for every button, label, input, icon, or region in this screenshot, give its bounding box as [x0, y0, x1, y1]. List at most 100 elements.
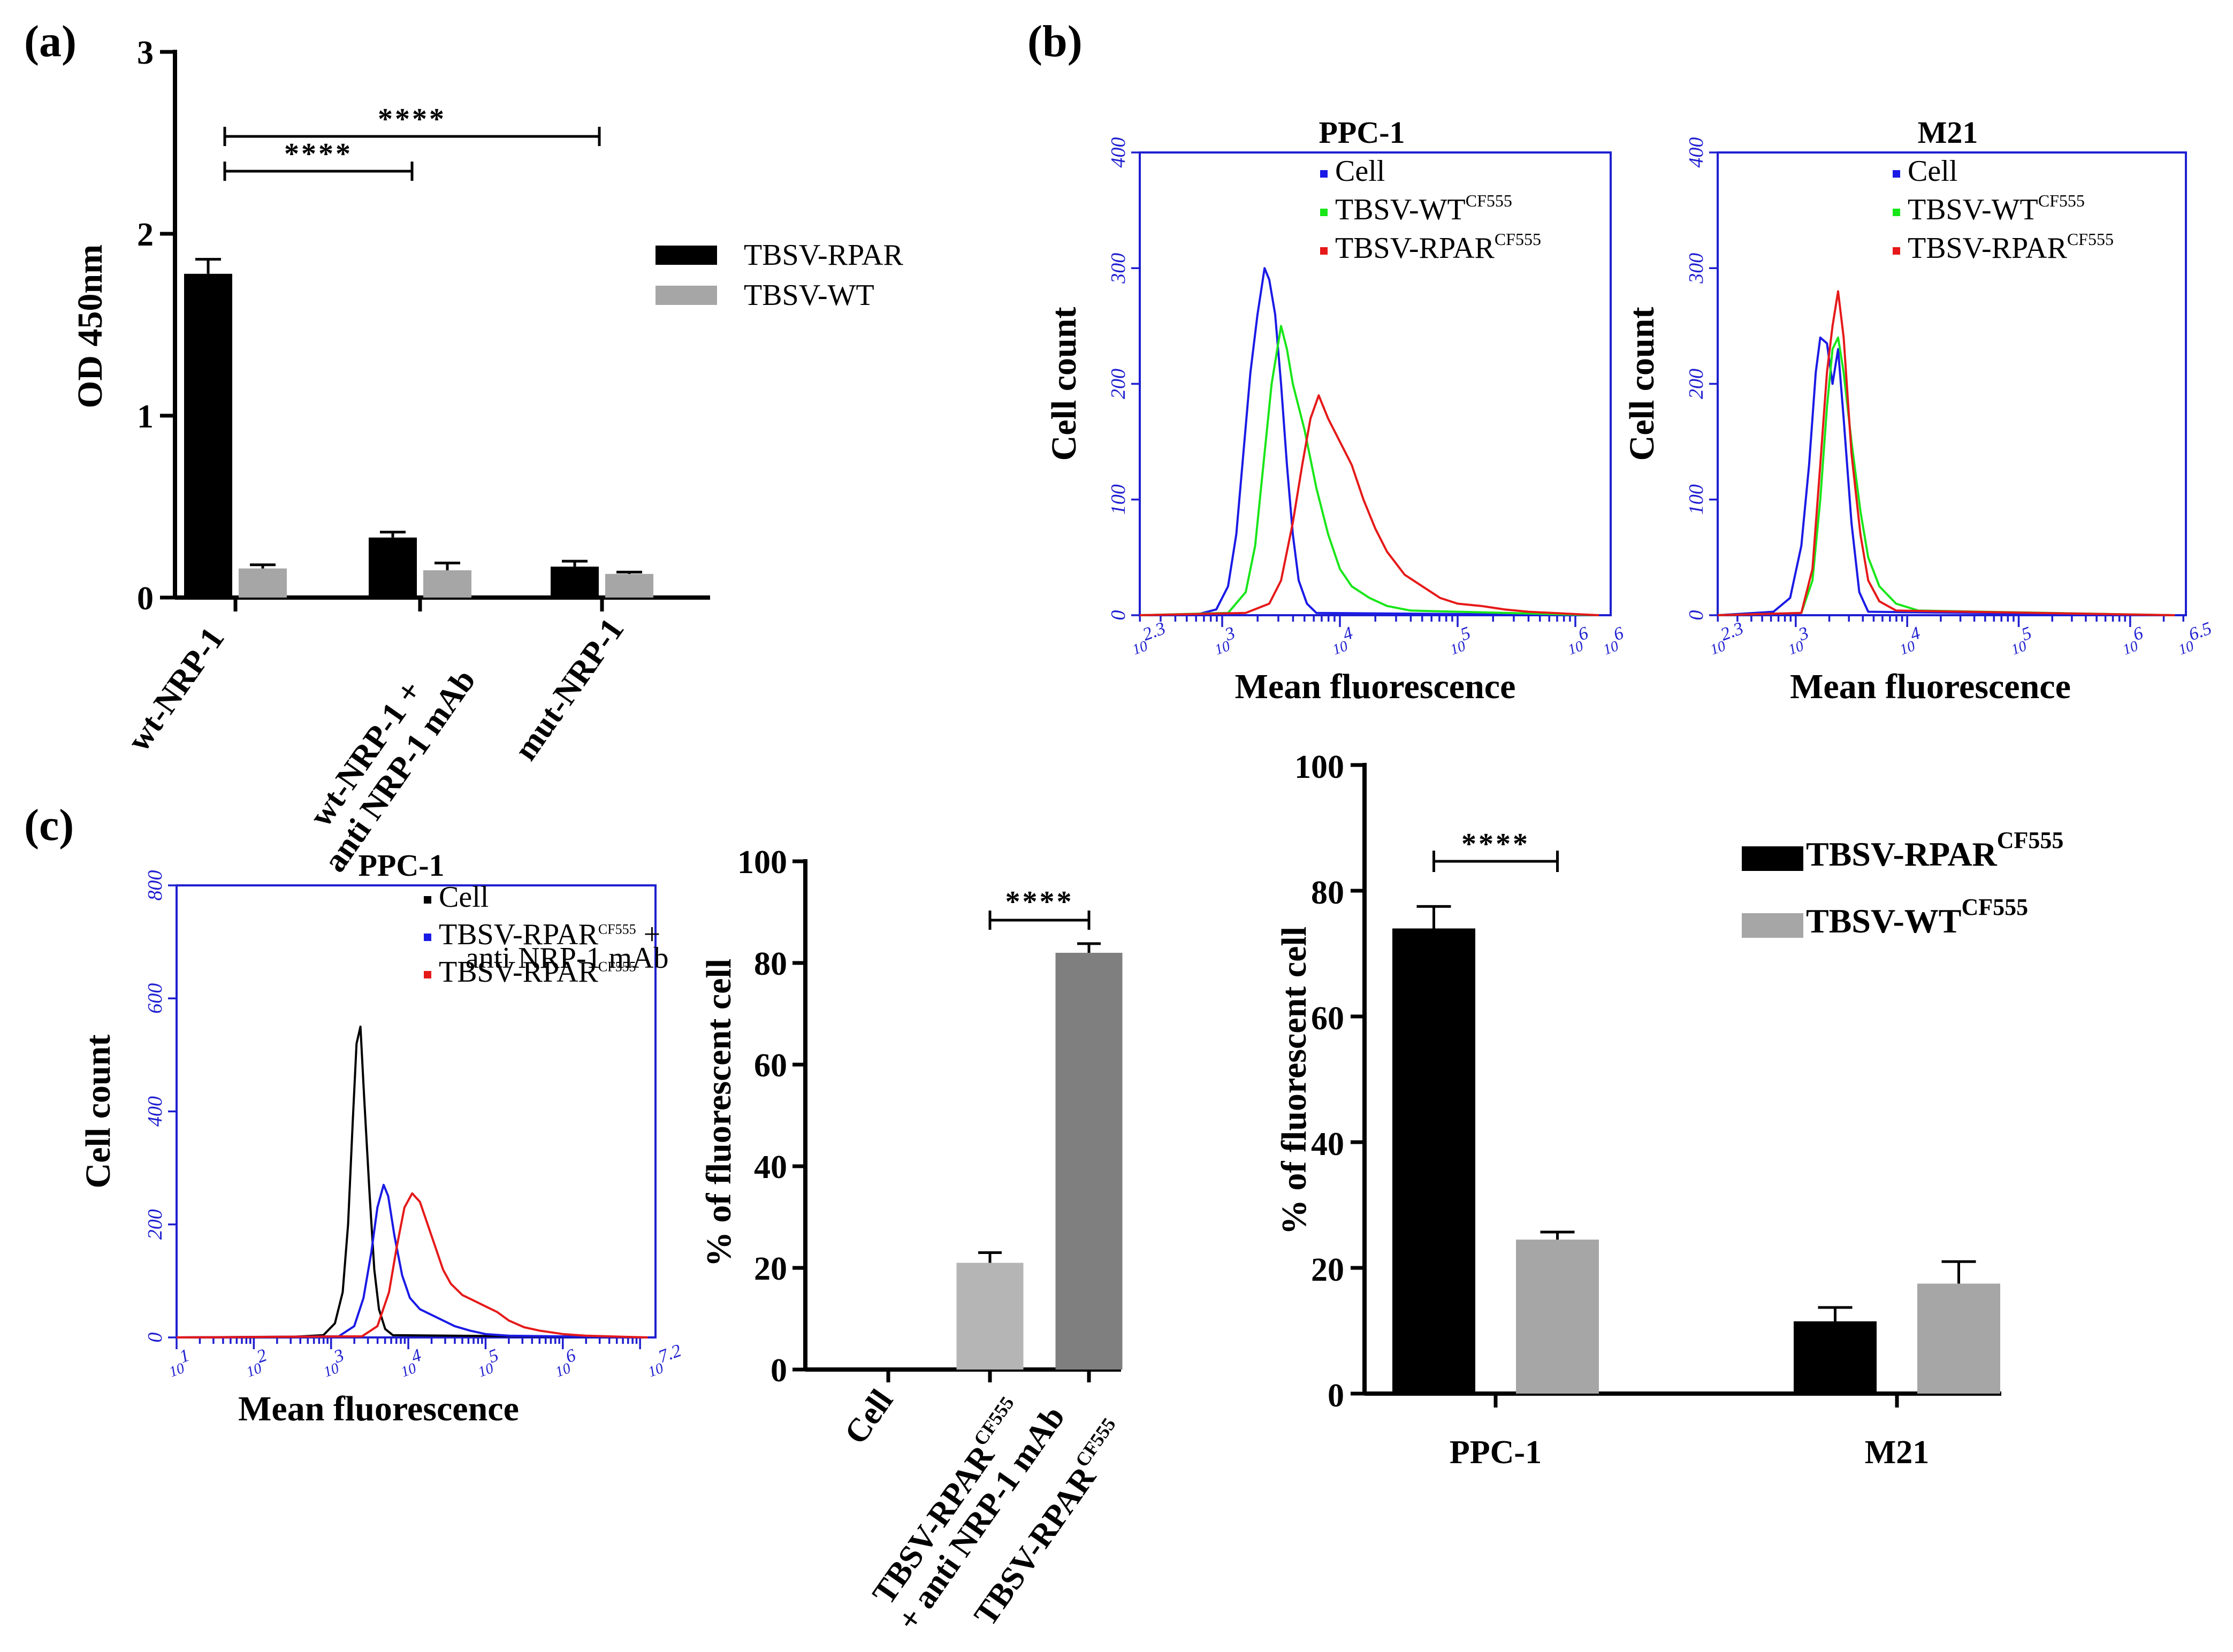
error-bar — [380, 531, 406, 538]
category-label: mut-NRP-1 — [507, 611, 631, 767]
x-tick-label: 105 — [1444, 623, 1476, 659]
legend-swatch — [656, 246, 717, 265]
x-tick-label: 105 — [2005, 623, 2038, 659]
x-tick-label: 104 — [1326, 623, 1359, 659]
legend-label: TBSV-WTCF555 — [1806, 894, 2028, 940]
legend-label: TBSV-RPARCF555 — [439, 955, 636, 989]
legend-label-base: TBSV-RPAR — [439, 955, 598, 989]
x-tick-label: 106.5 — [2172, 618, 2217, 659]
legend-label: TBSV-RPARCF555 + — [439, 918, 660, 951]
chart-title: PPC-1 — [358, 848, 444, 883]
bar-TBSV-RPAR — [184, 273, 232, 598]
series-line-TBSV-WT — [1139, 325, 1599, 616]
y-tick-label: 0 — [771, 1352, 787, 1389]
x-tick-label: 102 — [240, 1345, 273, 1381]
legend-marker — [424, 934, 431, 941]
category-label: PPC-1 — [1450, 1434, 1542, 1471]
bar-TBSV-RPAR — [551, 567, 599, 598]
series-line-TBSV-RPAR + anti NRP-1 mAb — [176, 1183, 648, 1339]
chart-b-percent-bars: 0 20 40 60 80 100 % of fluorescent cell PPC-1 M2… — [1275, 749, 2063, 1471]
legend-label-sup: CF555 — [2067, 230, 2114, 249]
x-tick-label: 105 — [472, 1345, 505, 1381]
series-line-TBSV-RPAR — [1139, 394, 1599, 616]
category-label-sup: CF555 — [970, 1393, 1018, 1449]
y-tick-label: 100 — [1294, 749, 1344, 785]
x-axis-label: Mean fluorescence — [1790, 667, 2071, 706]
y-tick-label: 1 — [137, 399, 154, 435]
panel-letter-c: (c) — [24, 800, 74, 850]
y-tick-label: 80 — [1311, 875, 1344, 911]
x-axis-label: Mean fluorescence — [1235, 667, 1516, 706]
legend-label-sup: CF555 — [598, 922, 636, 937]
y-tick-label: 0 — [137, 580, 154, 617]
y-tick-label: 300 — [1107, 253, 1130, 284]
chart-b-m21-histogram: 0 100 200 300 400 102.3 103 104 105 106 106.5 Mean … — [1622, 115, 2217, 706]
legend-label-base: TBSV-RPAR — [439, 918, 598, 951]
legend-label: TBSV-RPARCF555 — [1335, 230, 1541, 265]
legend-label: TBSV-WTCF555 — [1335, 191, 1512, 226]
legend-label: TBSV-WT — [744, 279, 874, 312]
legend-label-sup: CF555 — [1466, 191, 1512, 210]
legend-label: TBSV-WTCF555 — [1908, 191, 2085, 226]
series-line-TBSV-WT — [1717, 336, 2175, 616]
y-axis-label: OD 450nm — [71, 244, 110, 408]
significance-bracket — [988, 911, 1091, 930]
category-label-group: wt-NRP-1 +anti NRP-1 mAb — [302, 663, 483, 878]
legend-marker — [424, 896, 431, 904]
x-tick-label: 103 — [1208, 623, 1241, 659]
y-tick-label: 0 — [1107, 610, 1130, 621]
x-tick-label: 106 — [1561, 623, 1594, 659]
error-bar — [435, 561, 460, 570]
series-line-Cell — [1717, 336, 2175, 616]
significance-label: **** — [284, 137, 353, 171]
bar-TBSV-RPAR — [1392, 928, 1475, 1394]
error-bar — [616, 570, 642, 574]
legend-swatch — [1742, 913, 1803, 938]
significance-bracket — [223, 162, 414, 181]
significance-label: **** — [378, 103, 446, 136]
category-label: M21 — [1865, 1434, 1930, 1471]
legend-label-sup: CF555 — [1961, 894, 2028, 920]
bar-TBSV-WT — [1516, 1240, 1599, 1394]
error-bar — [1416, 905, 1451, 929]
y-tick-label: 400 — [144, 1096, 166, 1127]
category-label-group: wt-NRP-1 — [120, 621, 232, 758]
series-line-TBSV-RPAR — [1717, 290, 2175, 616]
y-tick-label: 3 — [137, 35, 154, 71]
legend-marker — [1893, 209, 1900, 216]
bar-TBSV-WT — [1917, 1283, 2000, 1394]
legend-label: TBSV-RPARCF555 — [1806, 827, 2063, 873]
y-axis-label: Cell count — [79, 1035, 118, 1189]
legend-label-suffix: + — [636, 918, 661, 951]
bar-TBSV-WT — [239, 568, 287, 598]
x-tick-label: 104 — [394, 1345, 427, 1381]
y-tick-label: 60 — [754, 1047, 787, 1084]
legend-swatch — [1742, 846, 1803, 871]
significance-bracket — [223, 127, 601, 146]
category-label: wt-NRP-1 — [120, 621, 232, 758]
legend-marker — [1320, 209, 1328, 216]
y-tick-label: 200 — [1107, 369, 1130, 399]
legend-label-sup: CF555 — [1495, 230, 1541, 249]
legend-marker — [1320, 247, 1328, 255]
category-label-base: Cell — [837, 1383, 900, 1450]
y-tick-label: 20 — [754, 1251, 787, 1287]
legend-label-base: TBSV-WT — [1335, 193, 1466, 226]
legend-label-base: Cell — [439, 881, 489, 914]
error-bar — [978, 1251, 1002, 1263]
x-tick-label: 104 — [1893, 623, 1926, 659]
legend-marker — [1893, 170, 1900, 178]
significance-bracket — [1432, 851, 1559, 872]
error-bar — [250, 563, 276, 569]
y-tick-label: 40 — [1311, 1126, 1344, 1162]
legend-label-base: TBSV-WT — [1806, 902, 1961, 940]
x-axis-label: Mean fluorescence — [238, 1389, 519, 1428]
legend-label-base: Cell — [1908, 155, 1957, 188]
legend-label-base: TBSV-WT — [1908, 193, 2038, 226]
legend-label-sup: CF555 — [598, 959, 636, 975]
significance-label: **** — [1005, 885, 1074, 919]
x-tick-label: 102.3 — [1704, 618, 1749, 659]
panel-letter-a: (a) — [24, 17, 77, 66]
y-axis-label: % of fluorescent cell — [1275, 927, 1314, 1235]
